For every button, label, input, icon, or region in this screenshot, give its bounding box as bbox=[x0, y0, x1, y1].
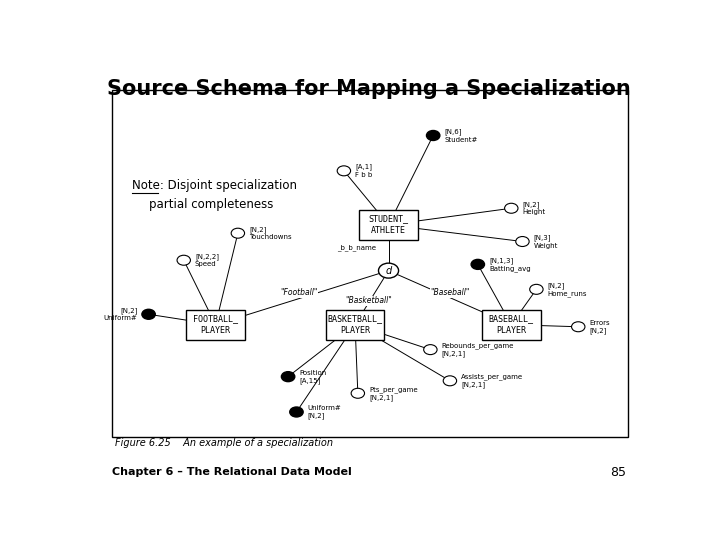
Text: Note: Disjoint specialization: Note: Disjoint specialization bbox=[132, 179, 297, 192]
Text: BASEBALL_
PLAYER: BASEBALL_ PLAYER bbox=[489, 314, 534, 335]
Circle shape bbox=[142, 309, 156, 319]
Bar bbox=[186, 310, 245, 340]
Text: [N,3]
Weight: [N,3] Weight bbox=[534, 234, 558, 248]
Circle shape bbox=[379, 263, 399, 278]
Text: Position
[A,15]: Position [A,15] bbox=[300, 369, 326, 384]
Text: Assists_per_game
[N,2,1]: Assists_per_game [N,2,1] bbox=[461, 373, 523, 388]
Circle shape bbox=[505, 203, 518, 213]
Circle shape bbox=[471, 259, 485, 269]
Text: Errors
[N,2]: Errors [N,2] bbox=[590, 320, 610, 334]
Bar bbox=[359, 210, 418, 240]
Text: Pts_per_game
[N,2,1]: Pts_per_game [N,2,1] bbox=[369, 386, 418, 401]
Text: Figure 6.25    An example of a specialization: Figure 6.25 An example of a specializati… bbox=[115, 438, 333, 448]
Text: STUDENT_
ATHLETE: STUDENT_ ATHLETE bbox=[369, 214, 408, 235]
Text: Chapter 6 – The Relational Data Model: Chapter 6 – The Relational Data Model bbox=[112, 467, 352, 477]
Circle shape bbox=[282, 372, 294, 382]
Text: d: d bbox=[385, 266, 392, 275]
Text: Rebounds_per_game
[N,2,1]: Rebounds_per_game [N,2,1] bbox=[441, 342, 514, 357]
Text: Uniform#
[N,2]: Uniform# [N,2] bbox=[307, 405, 341, 419]
Text: 85: 85 bbox=[610, 466, 626, 479]
Text: [N,2,2]
Speed: [N,2,2] Speed bbox=[195, 253, 219, 267]
Circle shape bbox=[423, 345, 437, 355]
Text: Source Schema for Mapping a Specialization: Source Schema for Mapping a Specializati… bbox=[107, 79, 631, 99]
Circle shape bbox=[516, 237, 529, 246]
Text: partial completeness: partial completeness bbox=[148, 198, 273, 211]
Text: "Basketball": "Basketball" bbox=[346, 296, 392, 306]
Circle shape bbox=[426, 131, 440, 140]
Bar bbox=[482, 310, 541, 340]
Text: [N,2]
Touchdowns: [N,2] Touchdowns bbox=[249, 226, 292, 240]
Text: [A,1]
F b b: [A,1] F b b bbox=[355, 164, 372, 178]
Circle shape bbox=[289, 407, 303, 417]
Text: [N,2]
Home_runs: [N,2] Home_runs bbox=[548, 282, 587, 297]
Text: [N,2]
Height: [N,2] Height bbox=[523, 201, 546, 215]
Circle shape bbox=[337, 166, 351, 176]
Circle shape bbox=[231, 228, 245, 238]
Circle shape bbox=[177, 255, 190, 265]
Text: [N,6]
Student#: [N,6] Student# bbox=[444, 129, 477, 143]
Text: FOOTBALL_
PLAYER: FOOTBALL_ PLAYER bbox=[193, 314, 238, 335]
Bar bbox=[112, 90, 629, 437]
Circle shape bbox=[530, 285, 543, 294]
Circle shape bbox=[444, 376, 456, 386]
Text: "Football": "Football" bbox=[281, 288, 318, 297]
Circle shape bbox=[572, 322, 585, 332]
Bar bbox=[325, 310, 384, 340]
Text: [N,1,3]
Batting_avg: [N,1,3] Batting_avg bbox=[489, 257, 531, 272]
Text: _b_b_name: _b_b_name bbox=[337, 245, 377, 251]
Text: "Baseball": "Baseball" bbox=[431, 288, 469, 297]
Circle shape bbox=[351, 388, 364, 399]
Text: BASKETBALL_
PLAYER: BASKETBALL_ PLAYER bbox=[328, 314, 382, 335]
Text: [N,2]
Uniform#: [N,2] Uniform# bbox=[104, 307, 138, 321]
